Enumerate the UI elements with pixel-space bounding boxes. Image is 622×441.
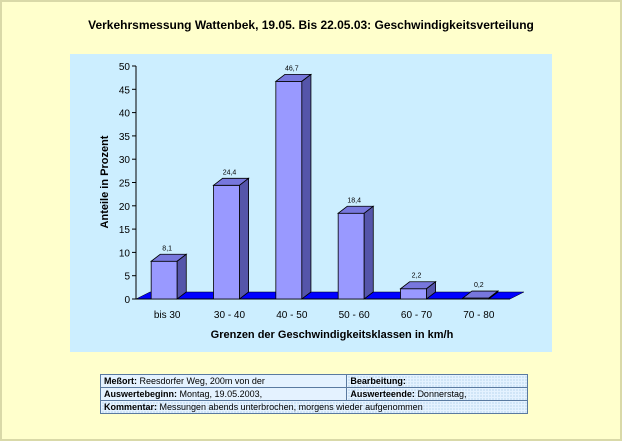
bar-side <box>301 73 312 300</box>
x-tick-label: 50 - 60 <box>339 310 371 321</box>
bar-side <box>239 177 250 300</box>
info-row-auswertung: Auswertebeginn: Montag, 19.05.2003, Ausw… <box>99 387 528 401</box>
kommentar-cell: Kommentar: Messungen abends unterbrochen… <box>100 400 528 414</box>
data-label: 18,4 <box>347 197 361 204</box>
data-label: 8,1 <box>162 245 172 252</box>
messort-cell: Meßort: Reesdorfer Weg, 200m von der <box>99 374 348 388</box>
messort-value: Reesdorfer Weg, 200m von der <box>139 376 265 386</box>
x-tick-label: 60 - 70 <box>401 310 433 321</box>
auswertebeginn-cell: Auswertebeginn: Montag, 19.05.2003, <box>99 387 348 401</box>
messort-label: Meßort: <box>104 376 137 386</box>
bar <box>150 260 178 300</box>
bar <box>275 80 303 300</box>
bar-side <box>426 280 437 300</box>
bearbeitung-label: Bearbeitung: <box>350 376 406 386</box>
kommentar-value: Messungen abends unterbrochen, morgens w… <box>159 402 423 412</box>
y-tick-label: 30 <box>119 155 131 166</box>
bar <box>400 288 427 300</box>
data-label: 24,4 <box>223 169 237 176</box>
auswertebeginn-label: Auswertebeginn: <box>104 389 178 399</box>
bar-side <box>488 290 499 300</box>
y-tick-label: 35 <box>119 132 131 143</box>
auswerteende-cell: Auswerteende: Donnerstag, <box>346 387 528 401</box>
y-tick-label: 40 <box>119 109 131 120</box>
y-tick-label: 50 <box>119 62 131 73</box>
chart-title: Verkehrsmessung Wattenbek, 19.05. Bis 22… <box>88 18 534 32</box>
data-label: 46,7 <box>285 65 299 72</box>
bar-chart: 0 5 10 15 20 25 30 35 40 45 50 8,1 bis 30 24,4 30 - 40… <box>99 62 525 341</box>
auswerteende-value: Donnerstag, <box>417 389 467 399</box>
bar <box>213 184 240 300</box>
bearbeitung-cell: Bearbeitung: <box>346 374 528 388</box>
bar-side <box>363 205 374 300</box>
info-row-kommentar: Kommentar: Messungen abends unterbrochen… <box>100 400 528 414</box>
plot-area: 0 5 10 15 20 25 30 35 40 45 50 8,1 bis 30 24,4 30 - 40… <box>70 54 552 352</box>
bar <box>337 212 365 300</box>
auswertebeginn-value: Montag, 19.05.2003, <box>179 389 263 399</box>
y-tick-label: 25 <box>119 179 131 190</box>
y-tick-label: 45 <box>119 85 131 96</box>
y-tick-label: 0 <box>124 295 130 306</box>
info-table: Meßort: Reesdorfer Weg, 200m von der Bea… <box>99 374 528 414</box>
kommentar-label: Kommentar: <box>104 402 158 412</box>
data-label: 2,2 <box>412 273 422 280</box>
x-tick-label: 70 - 80 <box>463 310 495 321</box>
auswerteende-label: Auswerteende: <box>350 389 415 399</box>
y-tick-label: 15 <box>119 225 131 236</box>
y-tick-label: 10 <box>119 248 131 259</box>
x-tick-label: bis 30 <box>154 310 181 321</box>
y-axis-title: Anteile in Prozent <box>99 135 111 228</box>
y-tick-label: 20 <box>119 202 131 213</box>
x-tick-label: 30 - 40 <box>214 310 246 321</box>
data-label: 0,2 <box>474 282 484 289</box>
x-tick-label: 40 - 50 <box>276 310 308 321</box>
info-row-messort: Meßort: Reesdorfer Weg, 200m von der Bea… <box>99 374 528 388</box>
x-axis-title: Grenzen der Geschwindigkeitsklassen in k… <box>211 329 454 341</box>
bar-side <box>176 253 187 300</box>
y-tick-label: 5 <box>124 272 130 283</box>
